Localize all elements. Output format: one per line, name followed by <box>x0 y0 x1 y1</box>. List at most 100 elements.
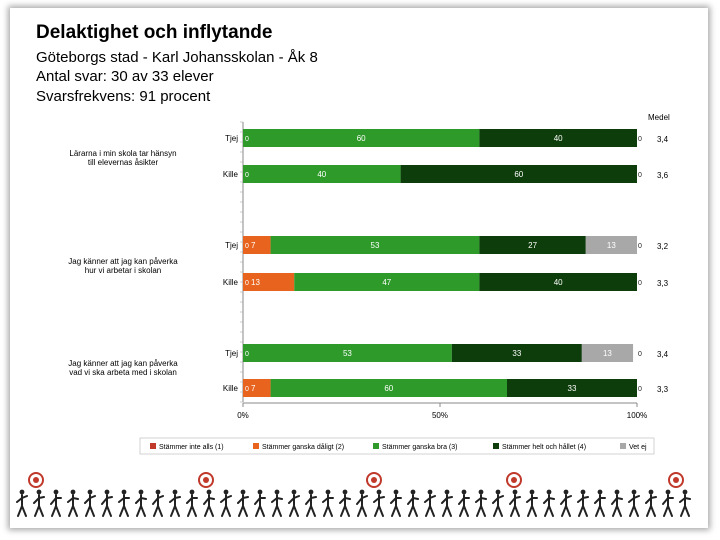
figure-head-icon <box>121 489 127 495</box>
figure-head-icon <box>308 489 314 495</box>
footer-figures-strip <box>16 472 691 517</box>
bar-segment <box>243 165 401 183</box>
question-label: hur vi arbetar i skolan <box>85 266 161 275</box>
bar-segment <box>479 273 637 291</box>
figure-body-icon <box>254 494 266 517</box>
figure-body-icon <box>50 494 62 517</box>
bar-group-label: Kille <box>223 170 239 179</box>
legend-label: Stämmer helt och hållet (4) <box>502 443 586 451</box>
figure-head-icon <box>53 489 59 495</box>
x-tick-label: 0% <box>237 411 249 420</box>
bar-value-label: 7 <box>251 241 256 250</box>
figure-body-icon <box>662 494 674 517</box>
figure-body-icon <box>594 494 606 517</box>
figure-body-icon <box>458 494 470 517</box>
figure-head-icon <box>597 489 603 495</box>
zero-marker: 0 <box>638 386 642 393</box>
figure-head-icon <box>529 489 535 495</box>
target-icon <box>203 477 209 483</box>
figure-head-icon <box>70 489 76 495</box>
figure-body-icon <box>271 494 283 517</box>
figure-body-icon <box>186 494 198 517</box>
figure-body-icon <box>101 494 113 517</box>
bar-value-label: 27 <box>528 241 537 250</box>
bar-value-label: 47 <box>382 278 391 287</box>
figure-head-icon <box>631 489 637 495</box>
zero-marker: 0 <box>638 351 642 358</box>
figure-head-icon <box>155 489 161 495</box>
figure-head-icon <box>189 489 195 495</box>
bar-group-label: Tjej <box>225 349 238 358</box>
figure-head-icon <box>427 489 433 495</box>
bar-value-label: 60 <box>384 384 393 393</box>
figure-body-icon <box>322 494 334 517</box>
zero-marker: 0 <box>245 386 249 393</box>
figure-body-icon <box>373 494 385 517</box>
bar-value-label: 33 <box>512 349 521 358</box>
figure-head-icon <box>87 489 93 495</box>
figure-body-icon <box>135 494 147 517</box>
bar-segment <box>243 379 271 397</box>
figure-body-icon <box>543 494 555 517</box>
figure-head-icon <box>240 489 246 495</box>
zero-marker: 0 <box>245 136 249 143</box>
medel-value: 3,4 <box>657 350 669 359</box>
target-icon <box>673 477 679 483</box>
legend-swatch <box>493 443 499 449</box>
figure-head-icon <box>444 489 450 495</box>
figure-head-icon <box>546 489 552 495</box>
target-icon <box>33 477 39 483</box>
zero-marker: 0 <box>638 280 642 287</box>
bar-value-label: 33 <box>568 384 577 393</box>
bar-value-label: 40 <box>317 170 326 179</box>
figure-body-icon <box>237 494 249 517</box>
figure-head-icon <box>563 489 569 495</box>
figure-head-icon <box>648 489 654 495</box>
medel-value: 3,3 <box>657 279 669 288</box>
figure-head-icon <box>138 489 144 495</box>
bar-group-label: Tjej <box>225 241 238 250</box>
question-label: Jag känner att jag kan påverka <box>68 359 178 368</box>
figure-body-icon <box>220 494 232 517</box>
zero-marker: 0 <box>245 280 249 287</box>
figure-body-icon <box>67 494 79 517</box>
figure-head-icon <box>512 489 518 495</box>
bar-group-label: Tjej <box>225 134 238 143</box>
figure-body-icon <box>16 494 28 517</box>
figure-head-icon <box>580 489 586 495</box>
figure-head-icon <box>342 489 348 495</box>
zero-marker: 0 <box>245 243 249 250</box>
figure-head-icon <box>325 489 331 495</box>
figure-head-icon <box>393 489 399 495</box>
figure-body-icon <box>118 494 130 517</box>
figure-body-icon <box>356 494 368 517</box>
figure-head-icon <box>291 489 297 495</box>
question-label: Jag känner att jag kan påverka <box>68 257 178 266</box>
legend-label: Vet ej <box>629 444 647 451</box>
figure-body-icon <box>390 494 402 517</box>
figure-head-icon <box>172 489 178 495</box>
figure-head-icon <box>223 489 229 495</box>
legend-swatch <box>253 443 259 449</box>
figure-body-icon <box>305 494 317 517</box>
bar-value-label: 40 <box>554 134 563 143</box>
bar-group-label: Kille <box>223 384 239 393</box>
bar-segment <box>585 236 637 254</box>
bar-value-label: 53 <box>371 241 380 250</box>
question-label: Lärarna i min skola tar hänsyn <box>69 149 176 158</box>
figure-head-icon <box>274 489 280 495</box>
response-rate-line: Svarsfrekvens: 91 procent <box>36 88 211 105</box>
figure-head-icon <box>461 489 467 495</box>
bar-value-label: 60 <box>514 170 523 179</box>
medel-value: 3,3 <box>657 385 669 394</box>
figure-head-icon <box>19 489 25 495</box>
figure-body-icon <box>84 494 96 517</box>
figure-head-icon <box>495 489 501 495</box>
bar-segment <box>400 165 637 183</box>
bar-segment <box>243 129 480 147</box>
legend-label: Stämmer inte alls (1) <box>159 444 224 451</box>
question-label: vad vi ska arbeta med i skolan <box>69 368 177 377</box>
respondents-line: Antal svar: 30 av 33 elever <box>36 68 214 85</box>
figure-head-icon <box>614 489 620 495</box>
figure-head-icon <box>359 489 365 495</box>
